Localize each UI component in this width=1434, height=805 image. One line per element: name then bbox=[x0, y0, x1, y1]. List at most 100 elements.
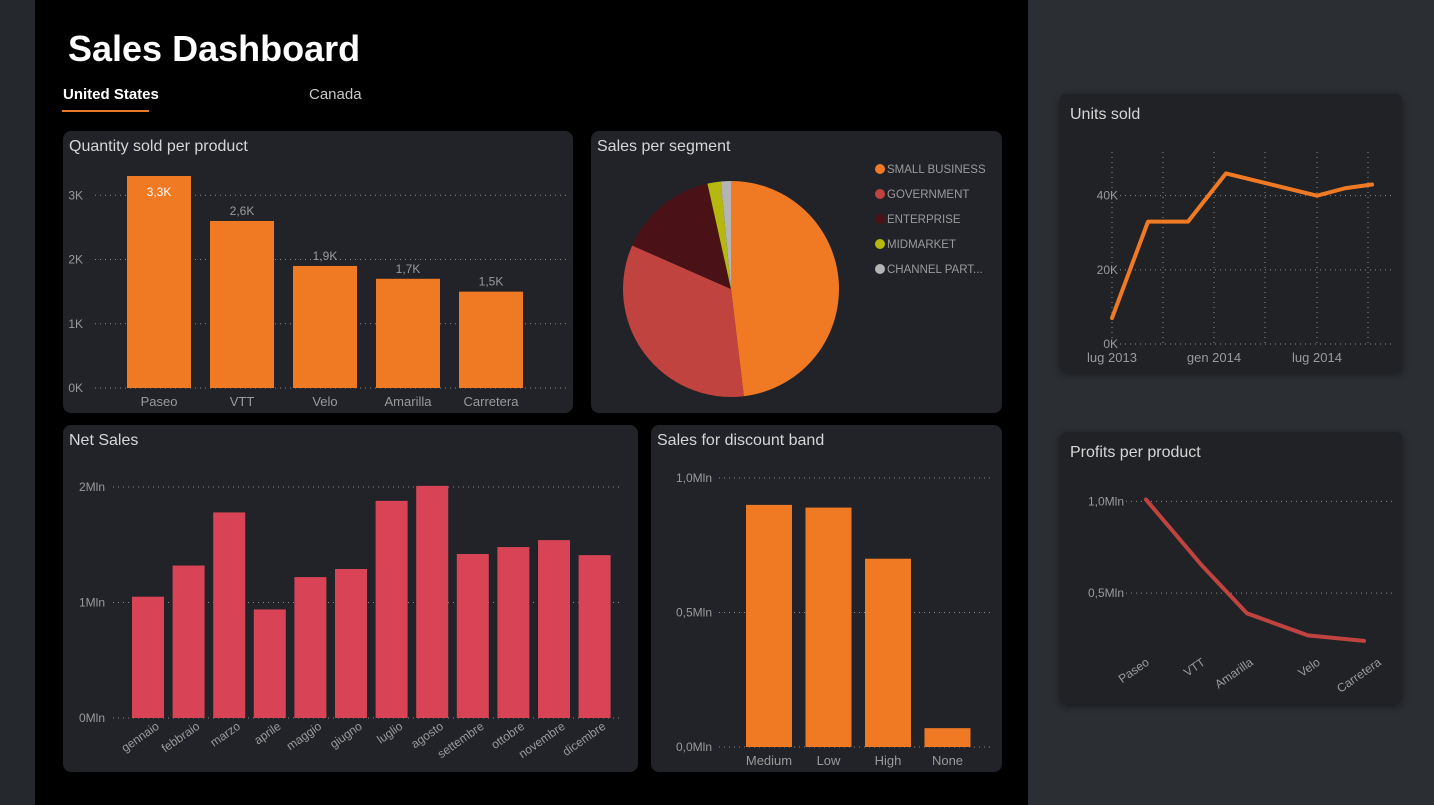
quantity-bar bbox=[210, 220, 274, 388]
netsales-bar bbox=[497, 547, 530, 718]
page-title: Sales Dashboard bbox=[68, 28, 361, 69]
quantity-sold-card[interactable]: Quantity sold per product 0K 1K 2K 3K 3,3K Pa… bbox=[63, 131, 573, 413]
quantity-data-label: 1,5K bbox=[479, 275, 504, 289]
quantity-y-tick-label: 1K bbox=[68, 317, 83, 331]
quantity-bar bbox=[293, 265, 357, 388]
quantity-data-label: 3,3K bbox=[147, 185, 172, 199]
segment-legend-label: SMALL BUSINESS bbox=[887, 164, 986, 176]
units-y-tick-label: 40K bbox=[1097, 189, 1118, 203]
profits-y-tick-label: 0,5Mln bbox=[1088, 586, 1124, 600]
segment-legend-label: MIDMARKET bbox=[887, 239, 956, 251]
netsales-x-tick-label: gennaio bbox=[119, 719, 162, 755]
netsales-x-tick-label: settembre bbox=[435, 719, 487, 761]
tab-united-states[interactable]: United States bbox=[63, 86, 159, 103]
segment-legend-marker bbox=[875, 189, 885, 199]
units-x-tick-label: lug 2014 bbox=[1292, 350, 1342, 365]
units-sold-chart: 0K 20K 40K lug 2013 gen 2014 lug 2014 bbox=[1087, 152, 1394, 365]
segment-slice bbox=[720, 181, 731, 289]
netsales-y-tick-label: 0Mln bbox=[79, 711, 105, 725]
segment-legend-marker bbox=[875, 164, 885, 174]
segment-slice bbox=[632, 183, 731, 289]
quantity-x-tick-label: Paseo bbox=[141, 394, 178, 409]
quantity-y-tick-label: 3K bbox=[68, 188, 83, 202]
quantity-bar bbox=[376, 278, 440, 388]
quantity-x-tick-label: Carretera bbox=[464, 394, 520, 409]
segment-legend-marker bbox=[875, 264, 885, 274]
discount-bar bbox=[865, 558, 911, 747]
segment-legend-label: ENTERPRISE bbox=[887, 214, 961, 226]
quantity-y-tick-label: 0K bbox=[68, 381, 83, 395]
sales-segment-card[interactable]: Sales per segment SMALL BUSINESS GOVERNME… bbox=[591, 131, 1002, 413]
quantity-sold-title: Quantity sold per product bbox=[69, 138, 248, 155]
discount-x-tick-label: None bbox=[932, 753, 963, 768]
quantity-sold-chart: 0K 1K 2K 3K 3,3K Paseo 2,6K VTT 1,9K Velo 1,7K Amar… bbox=[68, 176, 568, 409]
segment-legend-label: CHANNEL PART... bbox=[887, 264, 983, 276]
segment-slice bbox=[707, 181, 731, 289]
discount-x-tick-label: High bbox=[875, 753, 902, 768]
quantity-bar bbox=[127, 176, 191, 388]
report-canvas: Sales Dashboard United States Canada Qua… bbox=[35, 0, 1028, 805]
net-sales-card[interactable]: Net Sales 0Mln 1Mln 2Mln gennaio febbraio mar… bbox=[63, 425, 638, 772]
discount-y-tick-label: 0,0Mln bbox=[676, 740, 712, 754]
netsales-bar bbox=[213, 512, 246, 718]
units-line bbox=[1110, 171, 1374, 321]
netsales-bar bbox=[294, 577, 327, 718]
quantity-data-label: 1,7K bbox=[396, 262, 421, 276]
quantity-x-tick-label: VTT bbox=[230, 394, 255, 409]
profits-card[interactable]: Profits per product 0,5Mln 1,0Mln Paseo VTT… bbox=[1060, 432, 1402, 704]
right-panel: Units sold 0K 20K 40K lug 2013 gen 2014 lug 2… bbox=[1028, 0, 1434, 805]
quantity-data-label: 2,6K bbox=[230, 204, 255, 218]
units-y-tick-label: 0K bbox=[1103, 337, 1118, 351]
sales-segment-chart: SMALL BUSINESS GOVERNMENT ENTERPRISE MIDMAR… bbox=[623, 164, 986, 397]
segment-slice bbox=[731, 181, 839, 397]
segment-slice bbox=[623, 245, 744, 397]
profits-x-tick-label: Carretera bbox=[1334, 655, 1384, 696]
units-x-tick-label: lug 2013 bbox=[1087, 350, 1137, 365]
profits-line bbox=[1144, 497, 1366, 643]
units-y-tick-label: 20K bbox=[1097, 263, 1118, 277]
netsales-x-tick-label: novembre bbox=[516, 719, 568, 761]
netsales-bar bbox=[538, 540, 570, 718]
discount-y-tick-label: 0,5Mln bbox=[676, 606, 712, 620]
active-tab-indicator bbox=[62, 110, 149, 112]
profits-chart: 0,5Mln 1,0Mln Paseo VTT Amarilla Velo Carreter… bbox=[1088, 494, 1394, 696]
netsales-bar bbox=[335, 569, 367, 718]
profits-y-tick-label: 1,0Mln bbox=[1088, 494, 1124, 508]
netsales-bar bbox=[456, 553, 489, 718]
discount-y-tick-label: 1,0Mln bbox=[676, 471, 712, 485]
quantity-data-label: 1,9K bbox=[313, 249, 338, 263]
netsales-x-tick-label: maggio bbox=[284, 719, 325, 753]
netsales-x-tick-label: febbraio bbox=[159, 719, 203, 756]
netsales-x-tick-label: luglio bbox=[374, 719, 405, 747]
discount-bar bbox=[746, 504, 792, 747]
profits-x-tick-label: VTT bbox=[1181, 655, 1208, 680]
units-x-tick-label: gen 2014 bbox=[1187, 350, 1241, 365]
discount-bar bbox=[924, 728, 971, 747]
netsales-bar bbox=[172, 565, 205, 718]
sales-segment-title: Sales per segment bbox=[597, 138, 731, 155]
netsales-bar bbox=[578, 555, 611, 718]
segment-legend-marker bbox=[875, 214, 885, 224]
discount-x-tick-label: Low bbox=[817, 753, 841, 768]
netsales-x-tick-label: aprile bbox=[251, 719, 283, 747]
netsales-x-tick-label: giugno bbox=[327, 719, 365, 751]
units-sold-title: Units sold bbox=[1070, 106, 1141, 123]
left-margin bbox=[0, 0, 35, 805]
discount-bar bbox=[805, 507, 852, 747]
quantity-bar bbox=[459, 291, 523, 388]
profits-x-tick-label: Velo bbox=[1296, 655, 1323, 680]
quantity-x-tick-label: Amarilla bbox=[385, 394, 433, 409]
profits-x-tick-label: Paseo bbox=[1116, 655, 1152, 686]
netsales-y-tick-label: 2Mln bbox=[79, 480, 105, 494]
units-sold-card[interactable]: Units sold 0K 20K 40K lug 2013 gen 2014 lug 2… bbox=[1060, 94, 1402, 372]
netsales-x-tick-label: marzo bbox=[208, 719, 244, 750]
quantity-y-tick-label: 2K bbox=[68, 253, 83, 267]
tab-canada[interactable]: Canada bbox=[309, 86, 362, 103]
netsales-bar bbox=[132, 596, 164, 718]
discount-band-card[interactable]: Sales for discount band 0,0Mln 0,5Mln 1,0M… bbox=[651, 425, 1002, 772]
netsales-y-tick-label: 1Mln bbox=[79, 596, 105, 610]
profits-x-tick-label: Amarilla bbox=[1212, 655, 1256, 692]
netsales-bar bbox=[375, 500, 408, 718]
discount-x-tick-label: Medium bbox=[746, 753, 792, 768]
